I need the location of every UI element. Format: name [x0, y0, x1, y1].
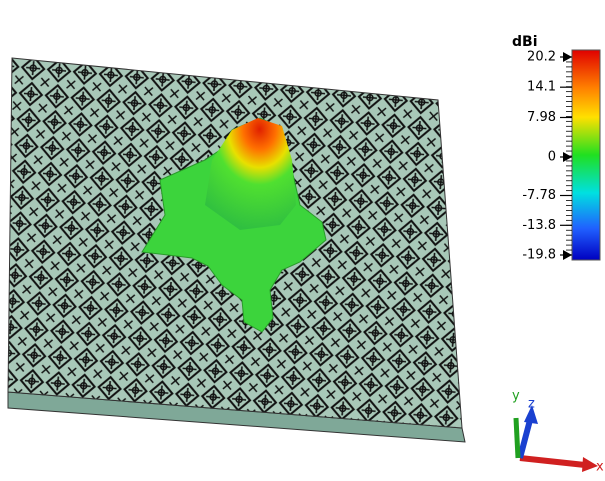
axis-triad: y z x: [512, 389, 604, 475]
y-label: y: [512, 389, 520, 404]
tick-label: -13.8: [522, 218, 556, 233]
tick-label: 14.1: [527, 80, 556, 95]
colorbar-title: dBi: [512, 34, 538, 50]
tick-label: 0: [548, 149, 556, 164]
colorbar-gradient: [572, 50, 600, 260]
y-arrow: [516, 418, 518, 458]
tick-label: 7.98: [527, 110, 556, 125]
tick-marker: [563, 250, 572, 260]
x-arrow: [520, 458, 585, 465]
tick-marker: [563, 152, 572, 162]
tick-marker: [563, 52, 572, 62]
colorbar: 20.2 14.1 7.98 0 -7.78 -13.8 -19.8: [522, 50, 600, 263]
x-label: x: [596, 460, 604, 475]
z-label: z: [528, 397, 535, 412]
tick-label: 20.2: [527, 50, 556, 65]
z-arrow: [520, 420, 530, 458]
tick-label: -19.8: [522, 248, 556, 263]
tick-label: -7.78: [522, 188, 556, 203]
screenshot: dBi 20.2 14.1 7.98 0 -7.78 -13.8 -19.8 y z x: [0, 0, 605, 481]
